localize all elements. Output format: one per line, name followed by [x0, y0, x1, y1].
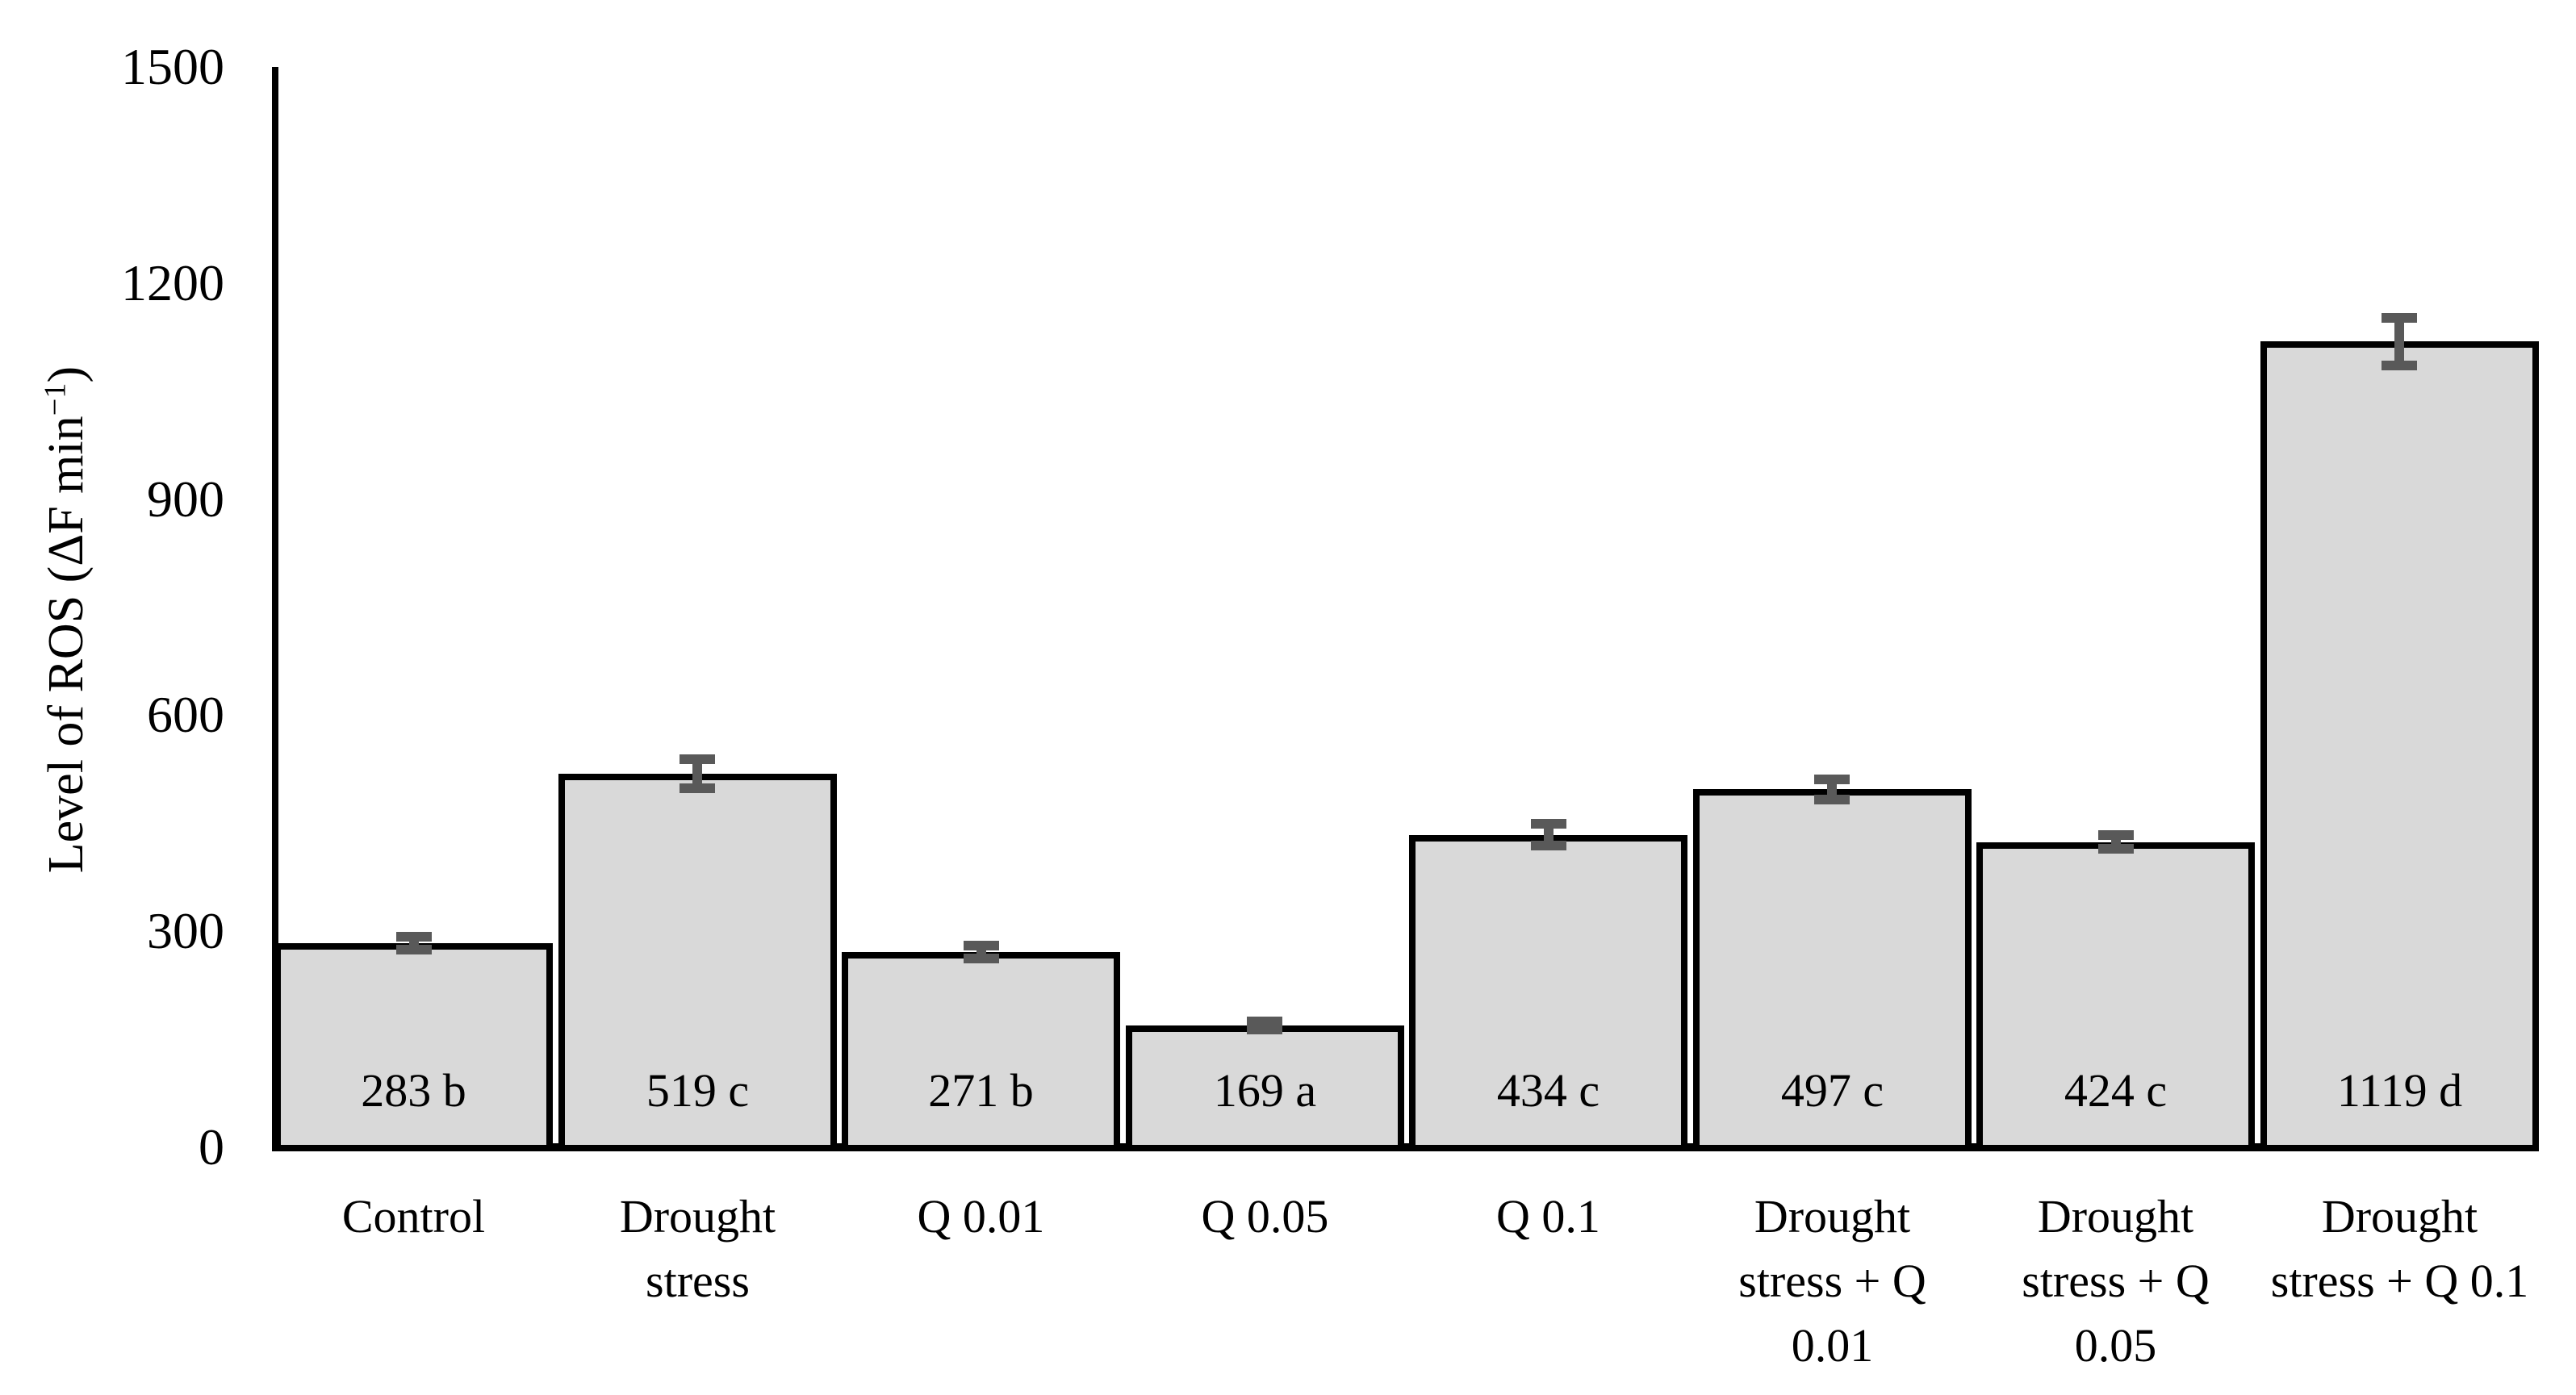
- error-bar-cap: [2098, 830, 2134, 840]
- category-label-line: Q 0.05: [1201, 1190, 1329, 1243]
- error-bar: [692, 759, 702, 788]
- error-bar-cap: [2382, 313, 2417, 323]
- bar-drought-stress-q-0-01: [1693, 789, 1972, 1151]
- category-label-line: Control: [341, 1190, 486, 1243]
- bar-value-label: 283 b: [361, 1064, 466, 1117]
- y-tick-label: 300: [147, 902, 224, 959]
- error-bar-cap: [680, 783, 715, 793]
- error-bar: [1544, 824, 1554, 846]
- bar-drought-stress-q-0-05: [1976, 842, 2255, 1151]
- bar-value-label: 519 c: [646, 1064, 750, 1117]
- bar-value-label: 271 b: [928, 1064, 1034, 1117]
- category-label: Q 0.1: [1357, 1184, 1740, 1249]
- error-bar-cap: [1814, 775, 1850, 784]
- category-label-line: Drought: [1754, 1190, 1911, 1243]
- error-bar-cap: [964, 941, 999, 950]
- category-label: Drought stress + Q 0.01: [1641, 1184, 2024, 1378]
- error-bar: [2394, 318, 2404, 365]
- error-bar-cap: [396, 945, 432, 954]
- error-bar-cap: [2382, 361, 2417, 370]
- error-bar-cap: [1531, 841, 1566, 850]
- y-tick-label: 1200: [121, 254, 224, 311]
- bar-value-label: 497 c: [1780, 1064, 1884, 1117]
- error-bar-cap: [1247, 1025, 1282, 1034]
- y-tick-label: 0: [199, 1118, 224, 1176]
- bar-value-label: 1119 d: [2336, 1064, 2463, 1117]
- bar-value-label: 169 a: [1213, 1064, 1317, 1117]
- category-label: Q 0.01: [789, 1184, 1173, 1249]
- y-tick-label: 600: [147, 686, 224, 743]
- bar-drought-stress-q-0-1: [2260, 341, 2539, 1151]
- category-label-line: Drought: [2321, 1190, 2478, 1243]
- error-bar-cap: [680, 754, 715, 764]
- y-tick-label: 1500: [121, 38, 224, 95]
- category-label: Drought stress: [506, 1184, 889, 1314]
- bar-q-0-1: [1409, 835, 1687, 1151]
- error-bar-cap: [2098, 844, 2134, 854]
- category-label-line: Drought: [619, 1190, 776, 1243]
- category-label: Drought stress + Q 0.1: [2208, 1184, 2576, 1314]
- category-label: Q 0.05: [1073, 1184, 1457, 1249]
- x-axis-line: [272, 1143, 2539, 1151]
- bar-value-label: 434 c: [1496, 1064, 1600, 1117]
- y-axis-line: [272, 67, 278, 1151]
- error-bar: [1827, 779, 1837, 800]
- y-axis-title-superscript: −1: [38, 382, 73, 416]
- category-label-line: Q 0.1: [1496, 1190, 1600, 1243]
- bar-control: [274, 943, 553, 1151]
- category-label: Control: [222, 1184, 605, 1249]
- category-label-line: stress: [646, 1255, 750, 1307]
- category-label-line: 0.05: [2074, 1319, 2157, 1372]
- category-label-line: Drought: [2037, 1190, 2194, 1243]
- bar-q-0-01: [842, 952, 1120, 1151]
- error-bar-cap: [1247, 1017, 1282, 1026]
- category-label-line: 0.01: [1791, 1319, 1874, 1372]
- category-label-line: stress + Q: [1738, 1255, 1926, 1307]
- category-label-line: Q 0.01: [917, 1190, 1045, 1243]
- category-label-line: stress + Q 0.1: [2270, 1255, 2529, 1307]
- bar-value-label: 424 c: [2064, 1064, 2168, 1117]
- bar-q-0-05: [1126, 1025, 1404, 1151]
- error-bar-cap: [396, 932, 432, 942]
- y-tick-label: 900: [147, 470, 224, 528]
- bar-drought-stress: [558, 774, 837, 1151]
- category-label: Drought stress + Q 0.05: [1924, 1184, 2307, 1378]
- error-bar-cap: [1531, 819, 1566, 829]
- error-bar-cap: [1814, 795, 1850, 804]
- y-axis-title-close: ): [39, 365, 94, 383]
- y-axis-title: Level of ROS (ΔF min−1): [30, 289, 102, 950]
- error-bar-cap: [964, 954, 999, 963]
- category-label-line: stress + Q: [2022, 1255, 2210, 1307]
